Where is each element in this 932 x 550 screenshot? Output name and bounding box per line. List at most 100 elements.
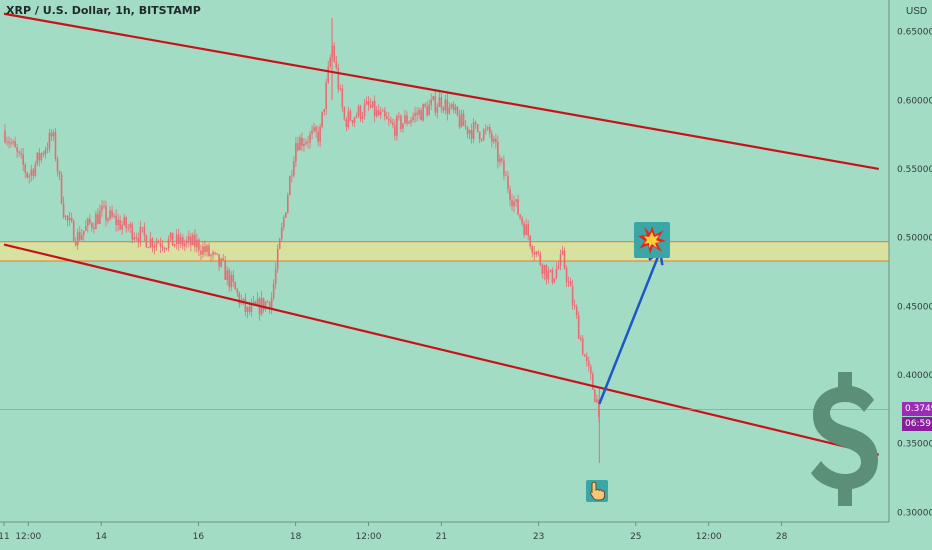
candle-body bbox=[511, 200, 513, 207]
candle-body bbox=[10, 142, 12, 144]
candle-body bbox=[412, 116, 414, 120]
candle-body bbox=[501, 158, 503, 161]
candle-body bbox=[171, 232, 174, 246]
candle-body bbox=[333, 45, 336, 62]
candle-body bbox=[381, 110, 384, 112]
candle-body bbox=[58, 171, 61, 175]
candle-body bbox=[278, 238, 281, 249]
pointing-hand-icon bbox=[586, 480, 608, 502]
candle-body bbox=[264, 301, 267, 310]
currency-unit-label: USD bbox=[906, 6, 928, 17]
candle-body bbox=[196, 239, 198, 248]
candle-body bbox=[390, 120, 392, 123]
x-tick-label: 21 bbox=[436, 532, 447, 542]
candle-body bbox=[105, 205, 107, 221]
candle-body bbox=[72, 220, 75, 242]
candle-body bbox=[349, 111, 352, 121]
candle-body bbox=[274, 268, 277, 284]
candle-body bbox=[66, 215, 69, 221]
x-tick-label: 16 bbox=[193, 532, 205, 542]
candle-body bbox=[151, 238, 154, 248]
candle-body bbox=[420, 110, 422, 121]
candle-body bbox=[256, 298, 259, 305]
candle-body bbox=[472, 122, 475, 139]
candle-body bbox=[101, 205, 103, 211]
candle-body bbox=[64, 215, 67, 218]
candle-body bbox=[22, 154, 24, 165]
candle-body bbox=[359, 106, 362, 119]
candle-body bbox=[549, 269, 552, 272]
candle-body bbox=[373, 101, 376, 117]
candle-body bbox=[234, 282, 237, 290]
candle-body bbox=[418, 110, 420, 115]
candle-body bbox=[109, 210, 111, 219]
candle-body bbox=[181, 237, 184, 247]
candle-body bbox=[325, 82, 327, 110]
candle-body bbox=[404, 115, 406, 124]
candle-body bbox=[291, 175, 293, 177]
candle-body bbox=[482, 129, 485, 140]
candle-body bbox=[133, 237, 136, 240]
candle-body bbox=[464, 125, 467, 127]
candle-body bbox=[337, 67, 340, 89]
candle-body bbox=[531, 246, 534, 253]
y-tick-label: 0.30000 bbox=[897, 508, 932, 518]
candle-body bbox=[30, 169, 33, 176]
candle-body bbox=[113, 215, 115, 217]
candle-body bbox=[183, 243, 186, 247]
candle-body bbox=[232, 275, 235, 283]
candle-body bbox=[125, 217, 127, 229]
channel-upper-line bbox=[3, 12, 879, 171]
candle-body bbox=[276, 248, 279, 269]
candle-body bbox=[97, 214, 99, 224]
candle-body bbox=[590, 366, 592, 374]
candle-body bbox=[327, 66, 329, 83]
candle-body bbox=[561, 250, 564, 255]
candle-body bbox=[8, 141, 10, 144]
candle-body bbox=[537, 251, 540, 254]
y-tick-label: 0.60000 bbox=[897, 96, 932, 106]
candle-body bbox=[95, 214, 97, 229]
candle-body bbox=[539, 253, 542, 265]
candle-body bbox=[507, 176, 509, 190]
candle-body bbox=[141, 227, 144, 229]
candle-body bbox=[365, 101, 368, 105]
candle-body bbox=[270, 297, 273, 310]
x-tick-label: 11 bbox=[0, 532, 10, 542]
candle-body bbox=[78, 232, 81, 240]
candle-body bbox=[329, 57, 332, 67]
candle-body bbox=[82, 230, 85, 236]
candle-body bbox=[121, 224, 123, 230]
candle-body bbox=[341, 88, 344, 108]
candle-body bbox=[143, 227, 146, 236]
candle-body bbox=[161, 246, 164, 249]
candle-body bbox=[56, 159, 59, 172]
candle-body bbox=[430, 99, 433, 105]
candle-body bbox=[218, 254, 220, 267]
candle-body bbox=[145, 235, 148, 248]
candle-body bbox=[402, 123, 404, 129]
candle-body bbox=[585, 356, 588, 361]
candle-body bbox=[357, 106, 360, 116]
candle-body bbox=[34, 163, 37, 176]
candle-body bbox=[177, 234, 180, 245]
candle-body bbox=[107, 218, 109, 221]
candle-body bbox=[212, 252, 214, 255]
candle-body bbox=[424, 104, 426, 107]
candle-body bbox=[436, 106, 439, 113]
candle-body bbox=[321, 111, 323, 127]
channel-lower-line bbox=[3, 243, 880, 456]
candle-body bbox=[44, 150, 47, 155]
candle-body bbox=[442, 107, 445, 111]
candle-body bbox=[289, 176, 291, 196]
candle-body bbox=[123, 217, 125, 225]
candle-body bbox=[224, 260, 226, 280]
candle-body bbox=[406, 115, 408, 124]
candle-body bbox=[521, 218, 523, 224]
candle-body bbox=[186, 240, 188, 244]
candle-body bbox=[68, 217, 71, 221]
x-tick-label: 25 bbox=[630, 532, 641, 542]
candle-body bbox=[135, 237, 138, 239]
